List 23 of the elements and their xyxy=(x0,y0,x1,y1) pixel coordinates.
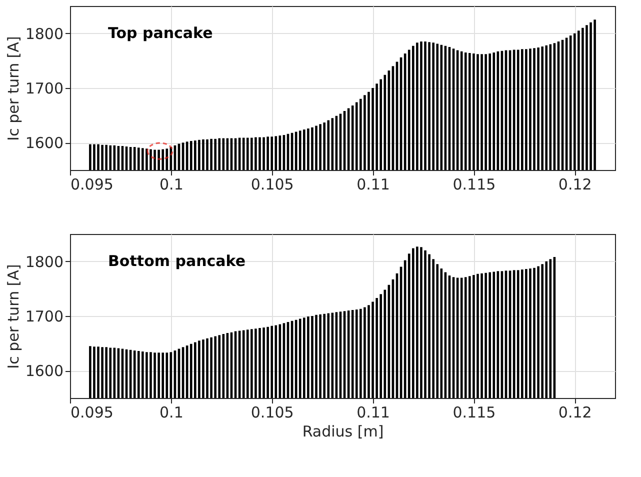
x-tick-label: 0.105 xyxy=(250,404,294,422)
y-axis-title: Ic per turn [A] xyxy=(4,264,22,369)
x-tick-label: 0.105 xyxy=(250,176,294,194)
x-tick-label: 0.095 xyxy=(70,176,114,194)
y-tick-label: 1600 xyxy=(25,134,64,152)
y-tick-label: 1800 xyxy=(25,252,64,271)
x-tick-label: 0.12 xyxy=(558,176,592,194)
y-axis-title: Ic per turn [A] xyxy=(4,36,22,141)
x-tick-label: 0.12 xyxy=(558,404,592,422)
y-tick-label: 1800 xyxy=(25,24,64,43)
x-tick-label: 0.115 xyxy=(452,404,496,422)
x-tick-label: 0.1 xyxy=(159,176,184,194)
x-tick-label: 0.1 xyxy=(159,404,184,422)
y-tick-label: 1700 xyxy=(25,80,64,98)
x-tick-label: 0.115 xyxy=(452,176,496,194)
y-tick-label: 1600 xyxy=(25,362,64,380)
text: Bottom pancake xyxy=(108,252,246,270)
x-axis-title: Radius [m] xyxy=(302,422,384,440)
text: Top pancake xyxy=(108,24,213,42)
x-tick-label: 0.11 xyxy=(356,176,390,194)
x-tick-label: 0.095 xyxy=(70,404,114,422)
y-tick-label: 1700 xyxy=(25,308,64,326)
x-tick-label: 0.11 xyxy=(356,404,390,422)
